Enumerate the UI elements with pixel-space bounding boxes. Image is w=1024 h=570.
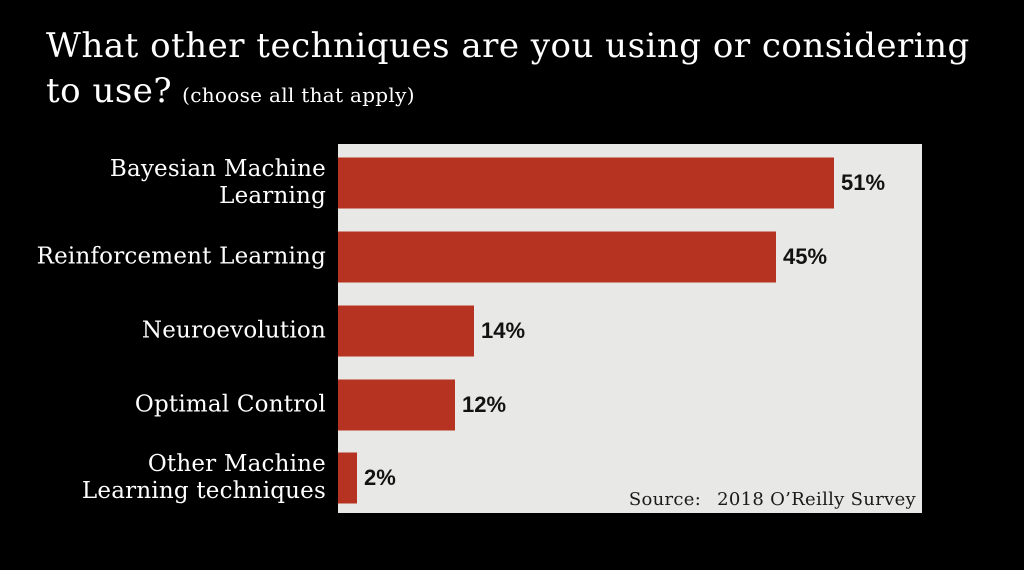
chart-title: What other techniques are you using or c… — [46, 24, 970, 118]
title-line2: to use? — [46, 71, 173, 111]
category-label: Other Machine Learning techniques — [81, 451, 326, 504]
source-value: 2018 O’Reilly Survey — [717, 489, 916, 510]
category-label: Bayesian Machine Learning — [109, 156, 326, 209]
bar — [338, 305, 474, 357]
category-label: Reinforcement Learning — [36, 243, 326, 270]
value-label: 2% — [364, 465, 396, 490]
value-label: 51% — [841, 170, 886, 195]
bar — [338, 379, 455, 431]
source-note: Source: 2018 O’Reilly Survey — [629, 489, 916, 510]
bar — [338, 157, 834, 209]
value-label: 45% — [783, 244, 828, 269]
value-label: 12% — [462, 392, 507, 417]
bar — [338, 452, 357, 504]
bar — [338, 231, 776, 283]
title-subtitle: (choose all that apply) — [182, 83, 415, 107]
value-label: 14% — [481, 318, 526, 343]
category-label: Neuroevolution — [141, 317, 326, 344]
source-label: Source: — [628, 489, 702, 510]
title-line1: What other techniques are you using or c… — [46, 26, 970, 66]
category-label: Optimal Control — [134, 391, 326, 418]
